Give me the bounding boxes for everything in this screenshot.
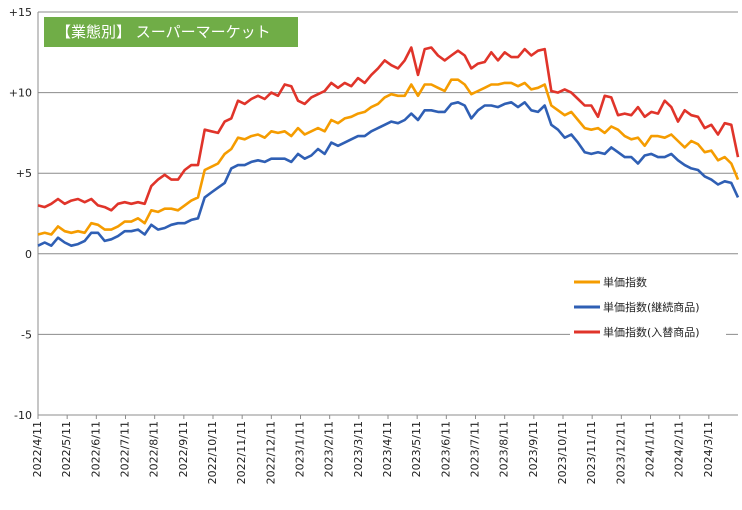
x-tick-label: 2022/7/11: [119, 421, 132, 477]
x-tick-label: 2024/2/11: [673, 421, 686, 477]
x-tick-label: 2023/10/11: [556, 421, 569, 484]
x-tick-label: 2023/3/11: [352, 421, 365, 477]
x-tick-label: 2023/7/11: [469, 421, 482, 477]
series-line-2: [37, 46, 740, 212]
x-tick-label: 2022/9/11: [177, 421, 190, 477]
x-tick-label: 2023/2/11: [323, 421, 336, 477]
y-tick-label: +5: [16, 167, 32, 180]
chart-title-text: 【業態別】 スーパーマーケット: [56, 23, 271, 41]
x-tick-label: 2023/6/11: [439, 421, 452, 477]
series-line-0: [37, 78, 740, 236]
chart-title: 【業態別】 スーパーマーケット: [44, 17, 298, 47]
x-tick-label: 2023/9/11: [527, 421, 540, 477]
y-tick-label: 0: [25, 248, 32, 261]
y-tick-label: +10: [9, 87, 32, 100]
legend-label-replaced-items: 単価指数(入替商品): [603, 325, 700, 339]
x-tick-label: 2023/11/11: [585, 421, 598, 484]
x-tick-label: 2022/5/11: [60, 421, 73, 477]
legend-label-continuing-items: 単価指数(継続商品): [603, 300, 700, 314]
x-tick-label: 2022/11/11: [235, 421, 248, 484]
y-tick-label: +15: [9, 6, 32, 19]
legend: 単価指数 単価指数(継続商品) 単価指数(入替商品): [570, 268, 726, 348]
series-line-1: [37, 101, 740, 247]
x-tick-label: 2023/4/11: [381, 421, 394, 477]
series-lines: [37, 46, 740, 247]
x-tick-label: 2023/12/11: [614, 421, 627, 484]
x-tick-label: 2024/3/11: [702, 421, 715, 477]
chart-title-background: [44, 17, 298, 47]
x-tick-label: 2022/4/11: [31, 421, 44, 477]
x-tick-label: 2023/8/11: [498, 421, 511, 477]
x-tick-label: 2023/1/11: [294, 421, 307, 477]
x-tick-label: 2022/6/11: [89, 421, 102, 477]
x-tick-label: 2022/10/11: [206, 421, 219, 484]
x-tick-label: 2022/12/11: [264, 421, 277, 484]
x-tick-label: 2022/8/11: [148, 421, 161, 477]
y-tick-label: -10: [14, 409, 32, 422]
x-tick-label: 2023/5/11: [410, 421, 423, 477]
y-tick-label: -5: [21, 328, 32, 341]
x-tick-label: 2024/1/11: [644, 421, 657, 477]
legend-label-unit-price-index: 単価指数: [603, 275, 647, 289]
gridlines: [38, 11, 738, 416]
